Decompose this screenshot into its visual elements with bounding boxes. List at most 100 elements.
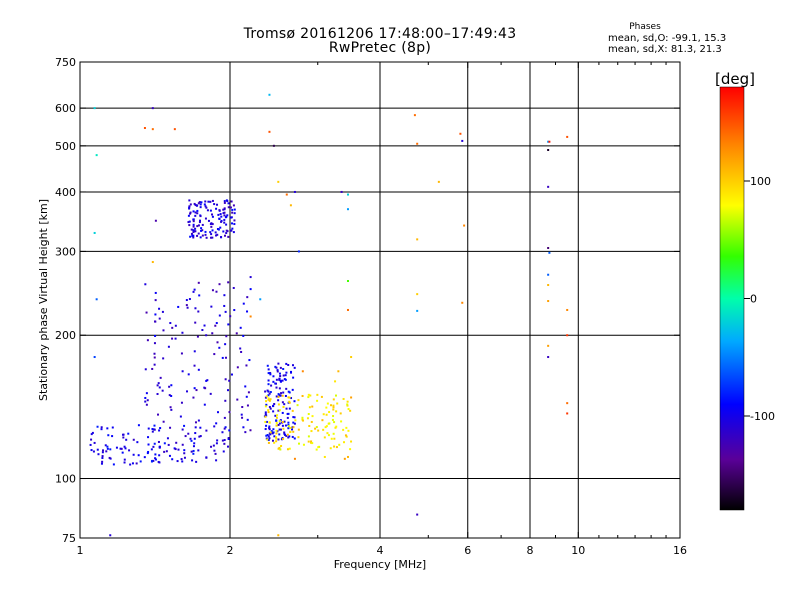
data-point (287, 436, 290, 439)
data-point (291, 428, 294, 431)
data-point (169, 406, 172, 409)
data-point (125, 438, 128, 441)
data-point (192, 223, 195, 226)
data-point (215, 422, 218, 425)
data-point (276, 370, 279, 373)
data-point (289, 430, 292, 433)
data-point (223, 211, 226, 214)
data-point (214, 324, 217, 327)
data-point (335, 425, 338, 428)
data-point (277, 393, 280, 396)
data-point (279, 448, 282, 451)
data-point (176, 460, 179, 463)
data-point (285, 387, 288, 390)
data-point (104, 444, 107, 447)
data-point (265, 424, 268, 427)
data-point (268, 421, 271, 424)
data-point (187, 221, 190, 224)
data-point (217, 213, 220, 216)
data-point (201, 234, 204, 237)
data-point (144, 368, 147, 371)
data-point (293, 457, 296, 460)
data-point (228, 411, 231, 414)
data-point (183, 456, 186, 459)
data-point (416, 293, 419, 296)
data-point (93, 231, 96, 234)
data-point (297, 442, 300, 445)
data-point (174, 448, 177, 451)
data-point (269, 371, 272, 374)
data-point (181, 443, 184, 446)
data-point (194, 321, 197, 324)
data-point (211, 289, 214, 292)
data-point (195, 460, 198, 463)
data-point (265, 400, 268, 403)
data-point (194, 211, 197, 214)
data-point (307, 435, 310, 438)
data-point (158, 307, 161, 310)
data-point (347, 408, 350, 411)
data-point (282, 437, 285, 440)
data-point (181, 428, 184, 431)
data-point (275, 422, 278, 425)
data-point (214, 231, 217, 234)
data-point (230, 229, 233, 232)
data-point (168, 394, 171, 397)
y-tick-label: 75 (62, 532, 76, 545)
data-point (173, 128, 176, 131)
data-point (224, 310, 227, 313)
data-point (197, 419, 200, 422)
data-point (177, 448, 180, 451)
data-point (108, 456, 111, 459)
data-point (311, 415, 314, 418)
data-point (111, 435, 114, 438)
data-point (167, 345, 170, 348)
data-point (547, 140, 550, 143)
data-point (345, 426, 348, 429)
data-point (177, 305, 180, 308)
data-point (286, 433, 289, 436)
data-point (216, 203, 219, 206)
data-point (107, 434, 110, 437)
data-point (193, 364, 196, 367)
data-point (231, 222, 234, 225)
data-point (283, 432, 286, 435)
data-point (174, 337, 177, 340)
data-point (102, 449, 105, 452)
data-point (122, 436, 125, 439)
data-point (159, 427, 162, 430)
data-point (287, 421, 290, 424)
data-point (566, 135, 569, 138)
data-point (231, 211, 234, 214)
data-point (197, 202, 200, 205)
data-point (197, 449, 200, 452)
data-point (314, 427, 317, 430)
data-point (213, 353, 216, 356)
data-point (244, 431, 247, 434)
chart-title: Tromsø 20161206 17:48:00–17:49:43 (243, 26, 517, 42)
data-point (297, 250, 300, 253)
data-point (302, 419, 305, 422)
data-point (264, 428, 267, 431)
data-point (158, 454, 161, 457)
data-point (288, 401, 291, 404)
data-point (277, 395, 280, 398)
data-point (461, 139, 464, 142)
data-point (210, 222, 213, 225)
data-point (112, 463, 115, 466)
data-point (310, 420, 313, 423)
data-point (293, 366, 296, 369)
chart-grid (80, 62, 680, 538)
data-point (332, 415, 335, 418)
data-point (95, 298, 98, 301)
data-point (170, 384, 173, 387)
data-point (194, 230, 197, 233)
data-point (233, 208, 236, 211)
data-point (548, 140, 551, 143)
data-point (180, 352, 183, 355)
data-point (309, 394, 312, 397)
data-point (266, 389, 269, 392)
data-point (199, 215, 202, 218)
data-point (197, 310, 200, 313)
data-point (275, 424, 278, 427)
